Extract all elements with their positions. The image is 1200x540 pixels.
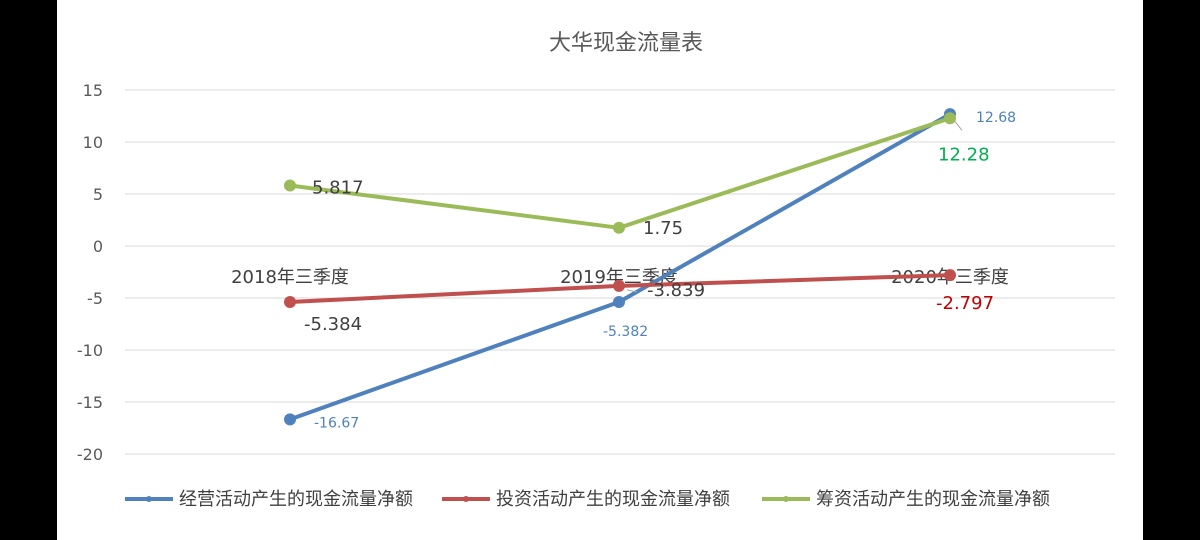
series-line: [288, 116, 952, 230]
series-points: [284, 108, 956, 426]
data-label: 12.68: [976, 110, 1016, 126]
y-tick-label: 10: [83, 133, 103, 152]
category-label: 2018年三季度: [231, 267, 349, 288]
data-label: 12.28: [938, 144, 990, 165]
legend-marker: [783, 496, 789, 502]
legend-label: 投资活动产生的现金流量净额: [496, 489, 730, 510]
leader-line: [626, 289, 638, 293]
line-chart: 大华现金流量表 15 10 5 0 -5 -10 -15 -20 2018年三季度 2019年三…: [77, 31, 1115, 510]
y-tick-label: -20: [77, 445, 103, 464]
legend-label: 经营活动产生的现金流量净额: [179, 489, 413, 510]
y-tick-label: 0: [93, 237, 103, 256]
data-label: -5.382: [603, 324, 648, 340]
data-label: -5.384: [304, 314, 362, 335]
data-label: -3.839: [647, 280, 705, 301]
legend-label: 筹资活动产生的现金流量净额: [816, 489, 1050, 510]
y-tick-label: 15: [83, 81, 103, 100]
data-point: [944, 112, 956, 125]
legend-marker: [146, 496, 152, 502]
chart-panel: 大华现金流量表 15 10 5 0 -5 -10 -15 -20 2018年三季度 2019年三…: [57, 0, 1143, 540]
data-point: [613, 221, 625, 234]
y-tick-label: -5: [87, 289, 103, 308]
leader-line: [953, 119, 963, 131]
data-point: [284, 295, 296, 308]
y-tick-label: -10: [77, 341, 103, 360]
data-label: 1.75: [643, 218, 683, 239]
chart-title: 大华现金流量表: [549, 31, 703, 56]
y-tick-label: 5: [93, 185, 103, 204]
data-point: [284, 179, 296, 192]
data-point: [944, 269, 956, 282]
data-point: [613, 295, 625, 308]
data-label: -2.797: [936, 293, 994, 314]
y-axis-ticks: 15 10 5 0 -5 -10 -15 -20: [77, 81, 103, 464]
y-tick-label: -15: [77, 393, 103, 412]
legend-marker: [463, 496, 469, 502]
data-point: [613, 279, 625, 292]
category-labels: 2018年三季度2019年三季度2020年三季度: [231, 267, 1009, 288]
data-label: -16.67: [314, 415, 359, 431]
legend: 经营活动产生的现金流量净额 投资活动产生的现金流量净额 筹资活动产生的现金流量净额: [125, 489, 1050, 510]
data-labels: -16.67 -5.382 12.68 -5.384 -3.839 -2.797 5.817…: [304, 110, 1016, 431]
data-point: [284, 413, 296, 426]
category-label: 2019年三季度: [560, 267, 678, 288]
data-label: 5.817: [312, 178, 364, 199]
